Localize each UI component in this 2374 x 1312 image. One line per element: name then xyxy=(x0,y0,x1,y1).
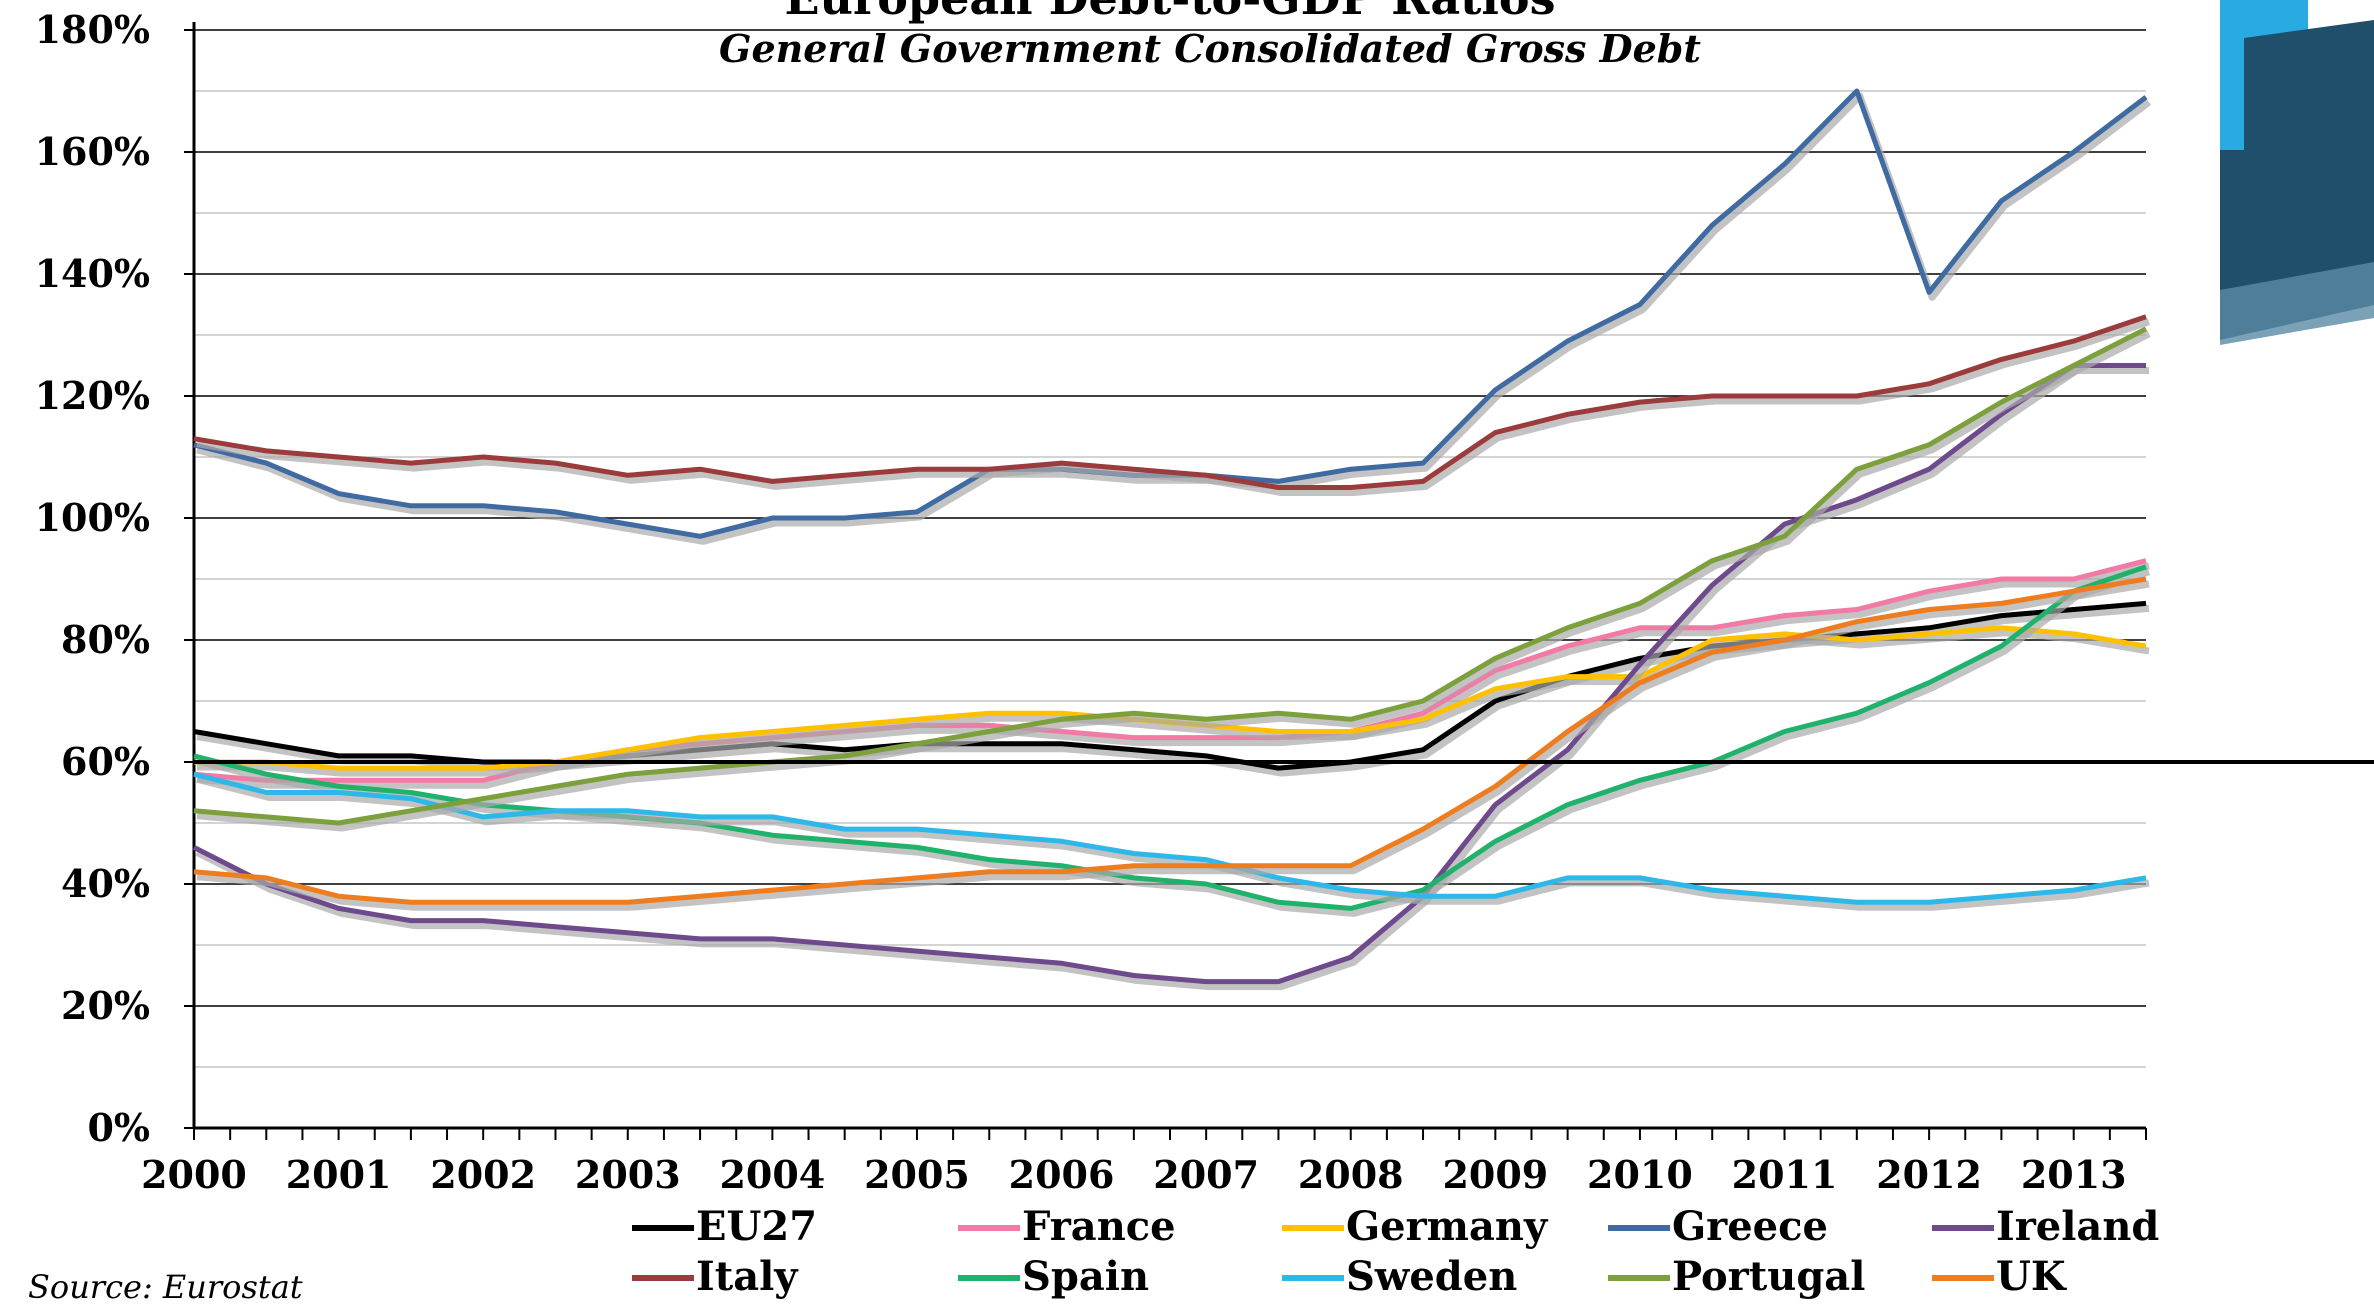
x-tick-label: 2010 xyxy=(1587,1152,1693,1197)
legend-label: EU27 xyxy=(696,1203,817,1250)
chart-title: European Debt-to-GDP Ratios xyxy=(785,0,1556,25)
axes xyxy=(192,22,2146,1130)
y-tick-label: 120% xyxy=(35,373,150,418)
source-note: Source: Eurostat xyxy=(28,1268,303,1306)
x-tick-label: 2013 xyxy=(2021,1152,2127,1197)
x-tick-labels: 2000 2001 2002 2003 2004 2005 2006 2007 2008 2009… xyxy=(141,1128,2147,1197)
legend-label: Germany xyxy=(1346,1203,1549,1250)
x-tick-label: 2012 xyxy=(1876,1152,1982,1197)
chart-subtitle: General Government Consolidated Gross De… xyxy=(719,26,1701,71)
y-tick-label: 160% xyxy=(35,129,150,174)
y-tick-label: 140% xyxy=(35,251,150,296)
decorative-dark-shape xyxy=(2220,20,2374,340)
series-shadow xyxy=(196,580,2150,911)
series-line-spain xyxy=(193,564,2147,911)
x-tick-label: 2008 xyxy=(1298,1152,1404,1197)
series-shadow xyxy=(196,562,2150,789)
legend: EU27 France Germany Greece Ireland Italy Spain… xyxy=(632,1203,2159,1300)
legend-label: Sweden xyxy=(1346,1253,1517,1300)
series-line-sweden xyxy=(193,771,2147,905)
grid-lines xyxy=(194,29,2146,1068)
x-tick-label: 2001 xyxy=(286,1152,392,1197)
series-shadow xyxy=(196,330,2151,832)
y-tick-label: 100% xyxy=(35,495,150,540)
legend-label: Portugal xyxy=(1672,1253,1865,1300)
legend-label: Ireland xyxy=(1996,1203,2159,1250)
series-line-uk xyxy=(193,576,2147,905)
x-tick-label: 2006 xyxy=(1009,1152,1115,1197)
x-tick-label: 2005 xyxy=(864,1152,970,1197)
x-tick-label: 2003 xyxy=(575,1152,681,1197)
x-tick-label: 2002 xyxy=(430,1152,536,1197)
legend-label: Greece xyxy=(1672,1203,1828,1250)
legend-label: UK xyxy=(1996,1253,2067,1300)
y-tick-label: 60% xyxy=(61,739,150,784)
series-lines xyxy=(192,88,2152,991)
series-line-italy xyxy=(193,314,2147,490)
x-tick-label: 2004 xyxy=(719,1152,825,1197)
x-tick-label: 2000 xyxy=(141,1152,247,1197)
series-line-germany xyxy=(194,625,2147,771)
legend-label: Spain xyxy=(1022,1253,1149,1300)
x-tick-label: 2009 xyxy=(1442,1152,1548,1197)
series-line-portugal xyxy=(193,326,2148,826)
y-tick-labels: 0% 20% 40% 60% 80% 100% 120% 140% 160% 180% xyxy=(35,7,194,1150)
y-tick-label: 40% xyxy=(61,861,150,906)
legend-label: France xyxy=(1022,1203,1176,1250)
legend-label: Italy xyxy=(696,1253,799,1300)
series-shadow xyxy=(196,318,2151,496)
series-shadow xyxy=(195,367,2149,991)
y-tick-label: 80% xyxy=(61,617,150,662)
y-tick-label: 20% xyxy=(61,983,150,1028)
decorative-light-shape xyxy=(2220,262,2374,345)
series-shadow xyxy=(196,775,2150,911)
x-tick-label: 2011 xyxy=(1732,1152,1838,1197)
series-shadow xyxy=(197,629,2150,777)
y-tick-label: 180% xyxy=(35,7,150,52)
x-tick-label: 2007 xyxy=(1153,1152,1259,1197)
y-tick-label: 0% xyxy=(87,1105,150,1150)
series-line-france xyxy=(193,558,2147,783)
